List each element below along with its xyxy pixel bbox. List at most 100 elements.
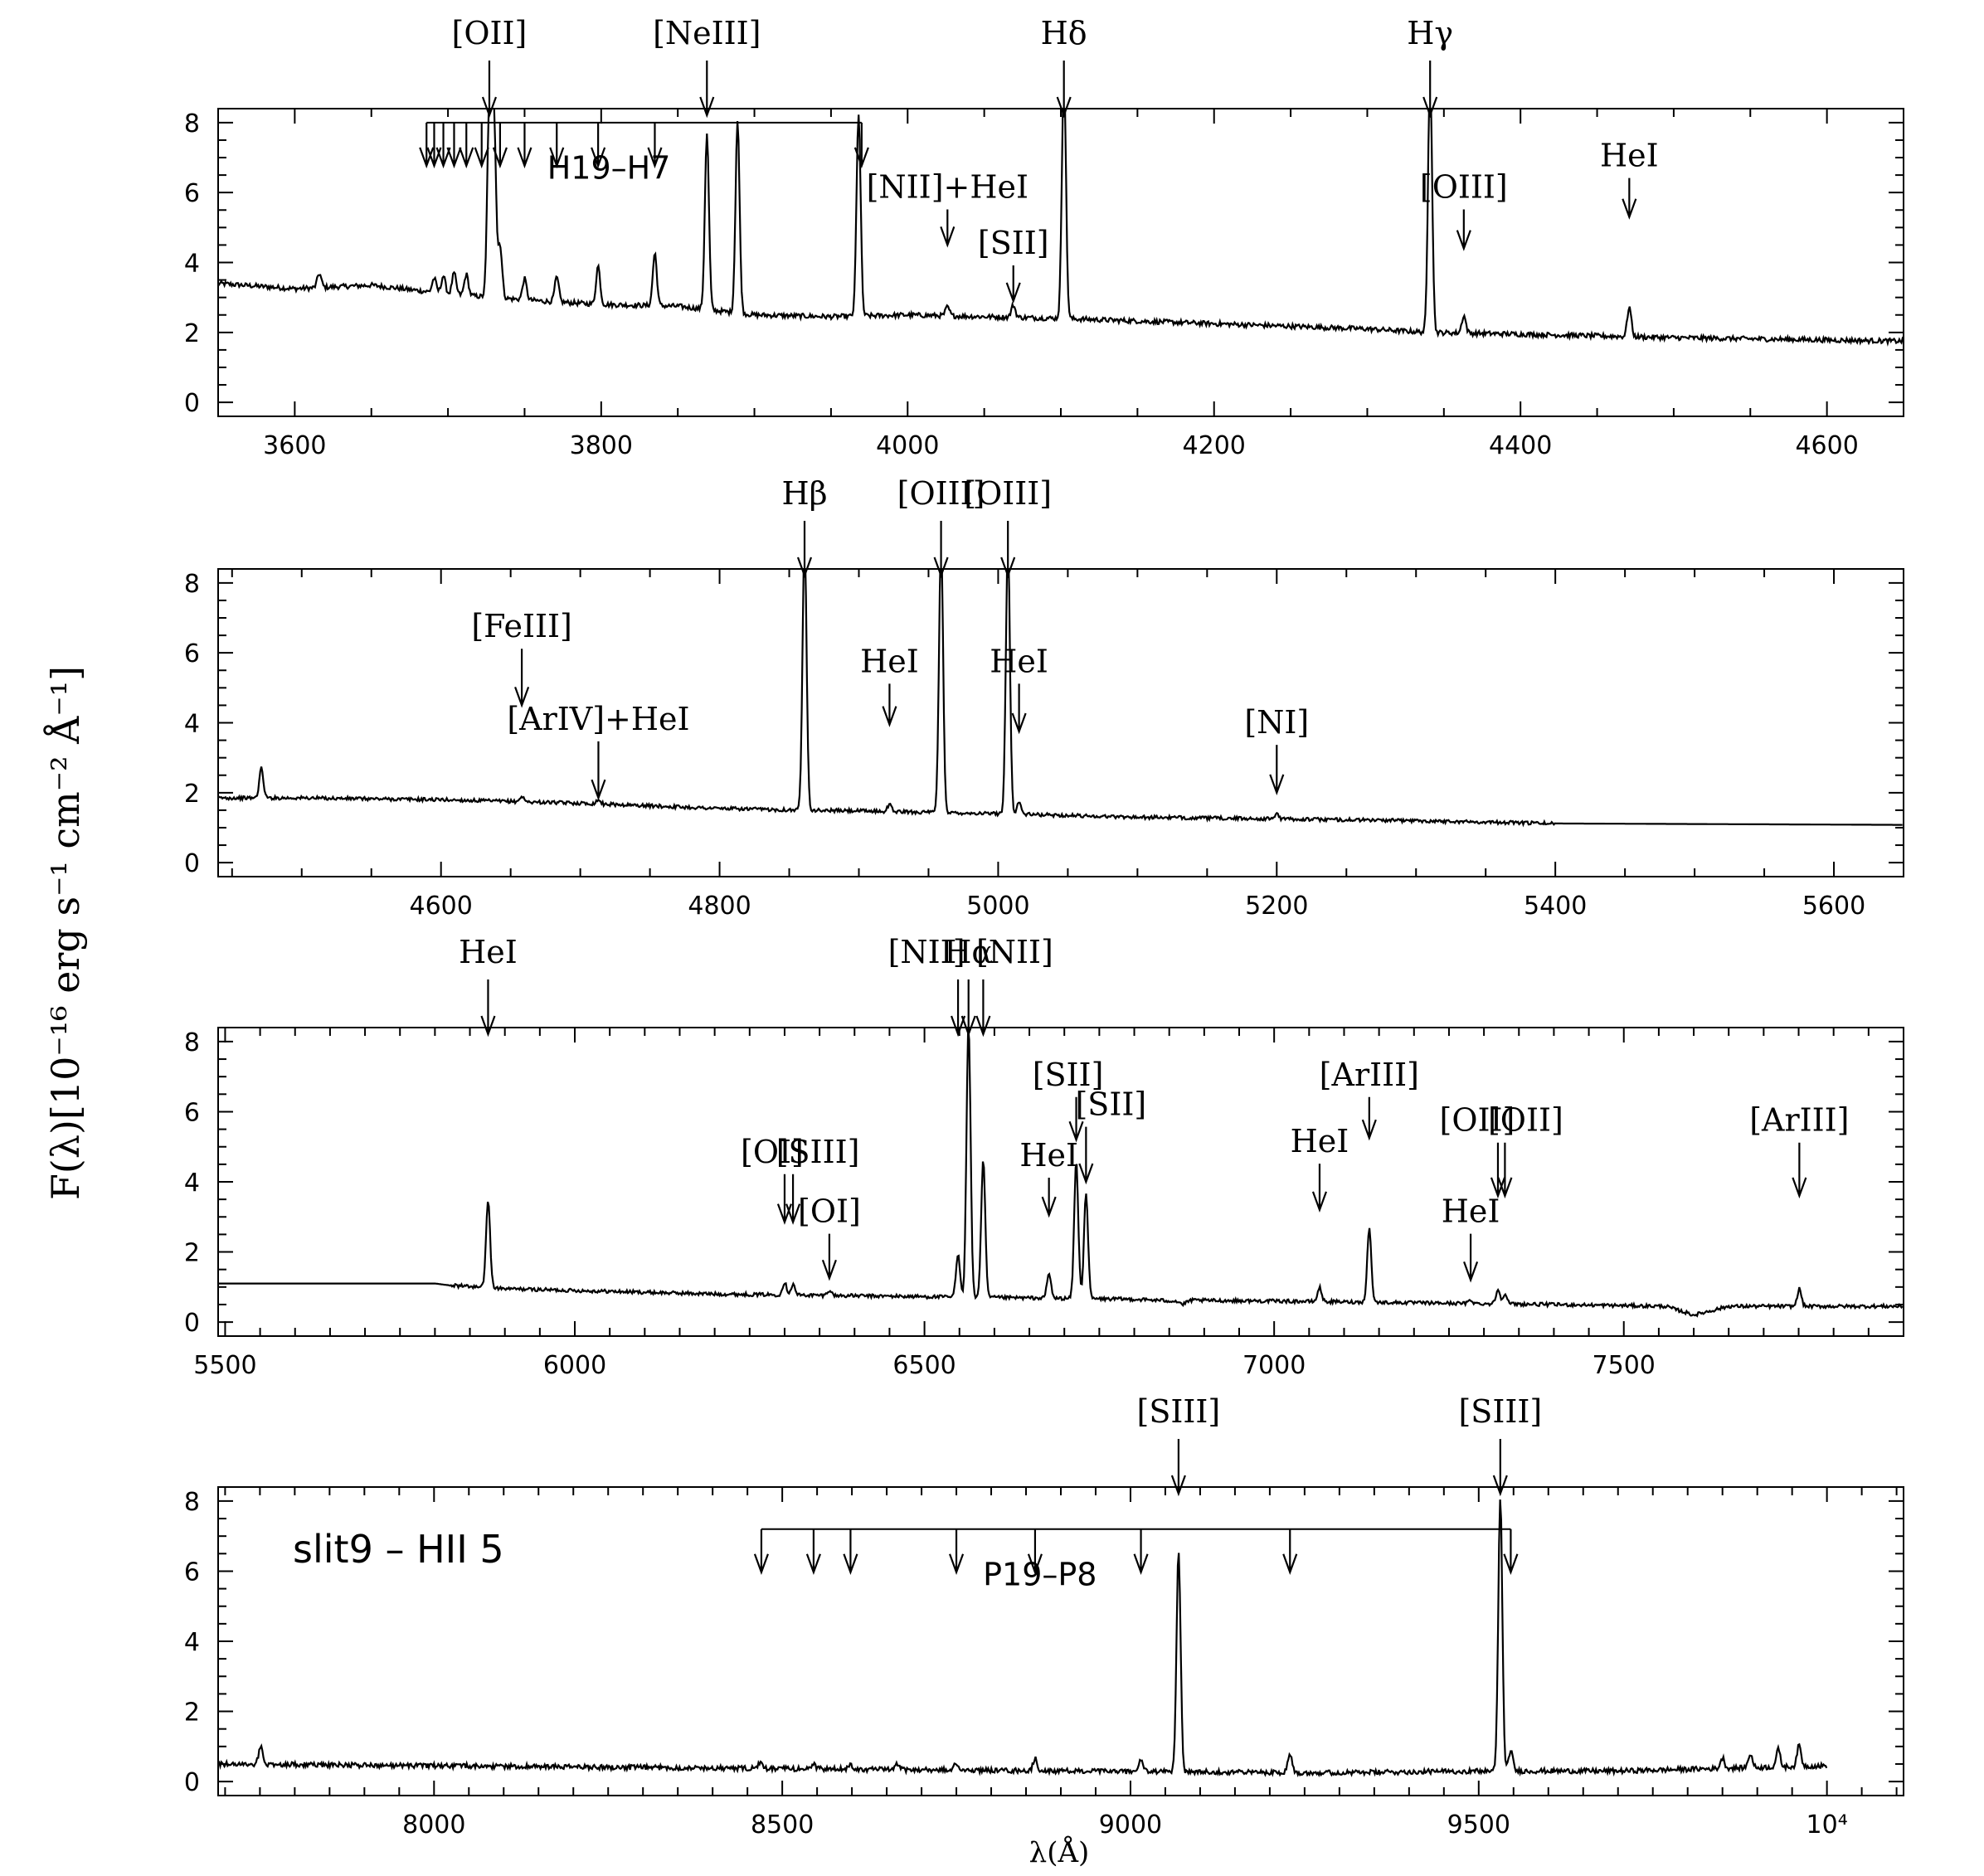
line-marker-arrow [1311, 1164, 1328, 1213]
y-tick-label: 6 [184, 1558, 200, 1587]
series-member-arrow [949, 1529, 965, 1575]
line-label: [ArIV]+HeI [507, 701, 689, 737]
series-member-arrow [549, 122, 565, 169]
line-marker-arrow [591, 741, 606, 801]
series-member-arrow [1027, 1529, 1043, 1575]
line-label: [ArIII] [1749, 1102, 1849, 1139]
x-tick-label: 9000 [1099, 1810, 1162, 1840]
line-label: [OII] [1440, 1102, 1515, 1139]
x-tick-label: 8500 [751, 1810, 814, 1840]
line-label: [OI] [741, 1134, 804, 1170]
line-marker-arrow [821, 1233, 837, 1281]
series-member-arrow [1503, 1529, 1519, 1575]
line-marker-arrow [1456, 209, 1471, 251]
line-marker-arrow [481, 61, 498, 119]
line-marker-arrow [882, 683, 897, 727]
spectrum-series [218, 109, 1904, 347]
line-marker-arrow [940, 209, 956, 248]
x-tick-label: 5600 [1802, 892, 1865, 921]
y-tick-label: 2 [184, 1239, 200, 1268]
line-label: [OII] [1488, 1102, 1563, 1139]
line-marker-arrow [1422, 61, 1438, 119]
line-label: HeI [1291, 1123, 1349, 1159]
line-marker-arrow [1056, 61, 1072, 119]
series-member-arrow [517, 122, 532, 169]
y-axis-label: F(λ)[10⁻¹⁶ erg s⁻¹ cm⁻² Å⁻¹] [42, 666, 88, 1200]
line-label: HeI [1442, 1193, 1500, 1230]
line-marker-arrow [480, 979, 496, 1038]
line-label: [FeIII] [471, 608, 571, 644]
line-label: Hβ [781, 475, 827, 512]
panel-3: 5500 6000 6500 7000 7500 0 2 4 6 8 HeI [NII]Hα[NII]… [184, 934, 1904, 1380]
x-tick-label: 6500 [892, 1351, 956, 1380]
line-marker-arrow [699, 61, 715, 119]
x-tick-label: 5500 [193, 1351, 256, 1380]
line-label: [SIII] [776, 1134, 860, 1170]
series-member-arrow [419, 122, 435, 169]
y-tick-label: 6 [184, 179, 200, 208]
series-member-arrow [1133, 1529, 1149, 1575]
x-tick-label: 7000 [1242, 1351, 1306, 1380]
x-tick-label: 4400 [1489, 431, 1552, 460]
line-marker-arrow [975, 979, 991, 1038]
series-member-arrow [591, 122, 606, 169]
x-tick-label: 5400 [1524, 892, 1587, 921]
y-tick-label: 0 [184, 389, 200, 418]
line-marker-arrow [1492, 1439, 1508, 1497]
line-marker-arrow [1361, 1096, 1377, 1141]
y-tick-label: 8 [184, 1028, 200, 1057]
y-tick-label: 6 [184, 1098, 200, 1127]
y-tick-label: 8 [184, 1488, 200, 1517]
series-member-arrow [647, 122, 663, 169]
line-label: [SII] [978, 225, 1049, 261]
y-tick-label: 0 [184, 1309, 200, 1338]
series-label: P19–P8 [983, 1556, 1097, 1592]
panel-2: 4600 4800 5000 5200 5400 5600 0 2 4 6 8 Hβ [OIII][OI… [184, 475, 1904, 921]
series-label: H19–H7 [547, 149, 671, 186]
line-marker-arrow [1170, 1439, 1186, 1497]
spectrum-series [218, 1499, 1828, 1778]
line-marker-arrow [933, 521, 949, 579]
line-marker-arrow [514, 649, 530, 708]
line-label: [OIII] [897, 475, 985, 512]
series-member-arrow [435, 122, 451, 169]
line-marker-arrow [1005, 265, 1021, 304]
y-tick-label: 4 [184, 1628, 200, 1657]
line-marker-arrow [1490, 1142, 1506, 1199]
line-marker-arrow [1497, 1142, 1513, 1199]
x-tick-label: 4600 [410, 892, 473, 921]
x-tick-label: 7500 [1593, 1351, 1656, 1380]
line-label: [NeIII] [653, 15, 761, 51]
line-label: [NI] [1244, 704, 1309, 741]
line-label: [OIII] [964, 475, 1052, 512]
panel-label: slit9 – HII 5 [293, 1527, 504, 1572]
series-member-arrow [1282, 1529, 1298, 1575]
series-member-arrow [474, 122, 489, 169]
line-label: [SIII] [1137, 1393, 1221, 1430]
line-label: [SII] [1075, 1086, 1146, 1123]
line-label: [NII] [888, 934, 965, 970]
line-label: HeI [860, 643, 919, 679]
series-member-arrow [805, 1529, 821, 1575]
x-tick-label: 6000 [543, 1351, 606, 1380]
series-member-arrow [459, 122, 474, 169]
series-member-arrow [853, 122, 869, 169]
line-label: HeI [990, 643, 1048, 679]
series-member-arrow [753, 1529, 769, 1575]
line-label: HeI [1600, 138, 1659, 174]
line-marker-arrow [1622, 177, 1637, 220]
y-tick-label: 2 [184, 780, 200, 809]
y-tick-label: 6 [184, 639, 200, 668]
panel-4: 8000 8500 9000 9500 10⁴ 0 2 4 6 8 [SIII] [SIII] P19–… [184, 1393, 1904, 1840]
x-tick-label: 4600 [1795, 431, 1858, 460]
x-tick-label: 3800 [570, 431, 633, 460]
line-marker-arrow [1078, 1126, 1094, 1185]
x-tick-label: 5000 [966, 892, 1029, 921]
panel-1: 3600 3800 4000 4200 4400 4600 0 2 4 6 8 [OII] [NeIII… [184, 15, 1904, 460]
line-marker-arrow [1269, 745, 1285, 796]
x-tick-label: 4800 [688, 892, 751, 921]
x-tick-label: 9500 [1447, 1810, 1510, 1840]
x-tick-label: 10⁴ [1807, 1810, 1848, 1840]
line-marker-arrow [951, 979, 966, 1038]
